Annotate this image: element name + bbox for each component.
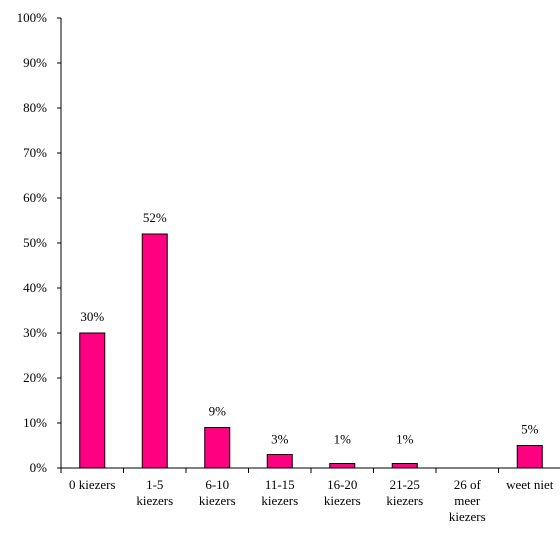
y-axis: 0% 10% 20% 30% 40% 50% 60% 70% 80% 90% 100% bbox=[17, 10, 62, 475]
data-label: 9% bbox=[209, 404, 227, 419]
x-tick-label: 26 of meer kiezers bbox=[449, 477, 486, 524]
bar bbox=[329, 463, 356, 469]
bar bbox=[141, 233, 168, 469]
bar bbox=[266, 454, 293, 469]
bar bbox=[79, 332, 106, 469]
y-tick-label: 100% bbox=[17, 10, 48, 25]
data-label: 3% bbox=[271, 432, 289, 447]
data-label: 1% bbox=[396, 432, 414, 447]
x-tick-label: 0 kiezers bbox=[69, 477, 116, 492]
data-label: 5% bbox=[521, 422, 539, 437]
bar bbox=[204, 427, 231, 469]
bars bbox=[79, 233, 543, 469]
y-tick-label: 90% bbox=[23, 55, 47, 70]
y-tick-label: 60% bbox=[23, 190, 47, 205]
x-tick-label: 1-5 kiezers bbox=[136, 477, 173, 508]
y-tick-label: 40% bbox=[23, 280, 47, 295]
data-label: 30% bbox=[80, 309, 104, 324]
x-tick-label: weet niet bbox=[506, 477, 554, 492]
bar bbox=[516, 445, 543, 469]
y-tick-label: 80% bbox=[23, 100, 47, 115]
data-label: 1% bbox=[334, 432, 352, 447]
y-tick-label: 50% bbox=[23, 235, 47, 250]
y-tick-label: 20% bbox=[23, 370, 47, 385]
x-axis: 0 kiezers 1-5 kiezers 6-10 kiezers 11-15 kieze… bbox=[60, 467, 560, 524]
y-tick-label: 70% bbox=[23, 145, 47, 160]
x-tick-label: 16-20 kiezers bbox=[324, 477, 361, 508]
x-tick-label: 21-25 kiezers bbox=[386, 477, 423, 508]
y-tick-label: 30% bbox=[23, 325, 47, 340]
bar bbox=[391, 463, 418, 469]
data-labels: 30% 52% 9% 3% 1% 1% 5% bbox=[80, 210, 538, 447]
y-tick-label: 10% bbox=[23, 415, 47, 430]
x-tick-label: 6-10 kiezers bbox=[199, 477, 236, 508]
data-label: 52% bbox=[143, 210, 167, 225]
x-tick-label: 11-15 kiezers bbox=[261, 477, 298, 508]
y-tick-label: 0% bbox=[30, 460, 48, 475]
